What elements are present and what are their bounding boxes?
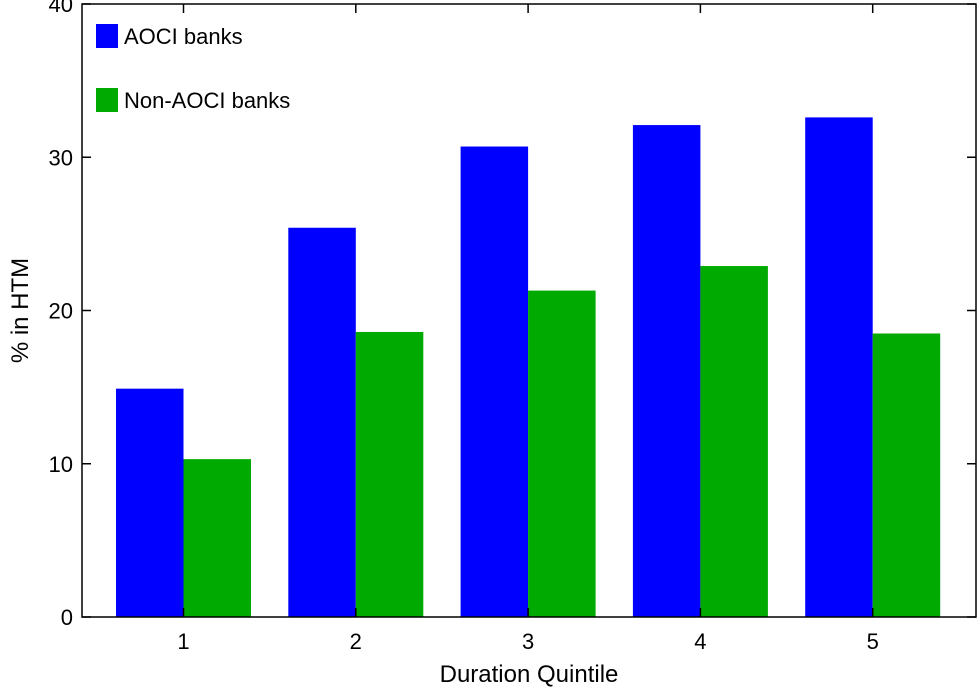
y-tick-label: 20 [49,299,73,324]
y-tick-label: 30 [49,145,73,170]
bar-series-1-category-4 [632,125,701,617]
x-tick-label: 5 [867,629,879,654]
bar-series-1-category-2 [288,227,356,617]
legend: AOCI banks Non-AOCI banks [96,24,290,113]
y-axis-title: % in HTM [7,258,34,363]
x-axis: 1 2 3 4 5 [177,4,879,654]
bar-series-1-category-5 [805,117,873,617]
x-tick-label: 2 [350,629,362,654]
bar-series-2-category-5 [872,333,941,617]
x-axis-title: Duration Quintile [440,661,619,688]
bar-series-2-category-2 [355,331,424,617]
legend-label-2: Non-AOCI banks [124,88,290,113]
x-tick-label: 4 [694,629,706,654]
bars-group [116,117,941,617]
bar-series-2-category-1 [183,459,251,617]
bar-series-2-category-4 [700,266,768,617]
bar-series-1-category-1 [116,388,184,617]
y-tick-label: 40 [49,0,73,17]
x-tick-label: 1 [177,629,189,654]
bar-series-1-category-3 [460,146,529,617]
y-axis: 0 10 20 30 40 [49,0,976,630]
bar-series-2-category-3 [528,290,596,617]
legend-swatch-2 [96,88,118,112]
legend-swatch-1 [96,24,118,48]
y-tick-label: 10 [49,452,73,477]
x-tick-label: 3 [522,629,534,654]
y-tick-label: 0 [61,605,73,630]
legend-label-1: AOCI banks [124,24,243,49]
